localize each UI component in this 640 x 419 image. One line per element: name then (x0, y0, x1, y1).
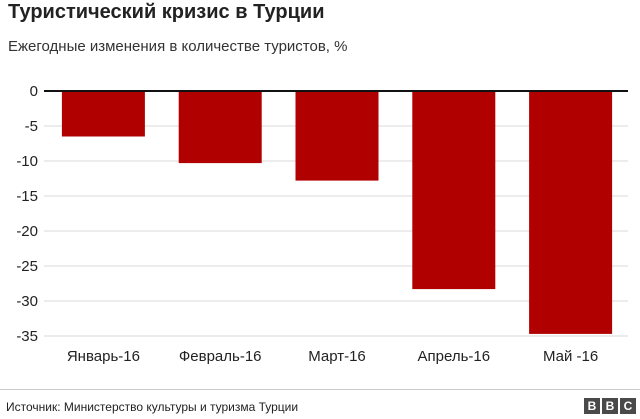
footer-divider (0, 389, 640, 390)
y-axis-ticks: 0 -5 -10 -15 -20 -25 -30 -35 (16, 83, 38, 345)
bbc-logo-letter: C (620, 398, 636, 414)
bar (295, 91, 379, 181)
bar (61, 91, 145, 137)
y-tick-label: 0 (30, 83, 38, 100)
chart-title: Туристический кризис в Турции (8, 1, 325, 23)
y-tick-label: -15 (16, 188, 38, 205)
y-tick-label: -25 (16, 258, 38, 275)
y-tick-label: -10 (16, 153, 38, 170)
bar (529, 91, 613, 334)
y-tick-label: -20 (16, 223, 38, 240)
x-tick-label: Март-16 (308, 348, 366, 365)
bars (61, 91, 613, 334)
x-axis-labels: Январь-16 Февраль-16 Март-16 Апрель-16 Май -… (67, 348, 598, 365)
y-tick-label: -5 (25, 118, 38, 135)
bar (412, 91, 496, 290)
bar (178, 91, 262, 164)
source-note: Источник: Министерство культуры и туризм… (6, 400, 299, 414)
bbc-logo-letter: B (584, 398, 600, 414)
y-tick-label: -35 (16, 328, 38, 345)
bbc-logo: B B C (584, 398, 636, 414)
x-tick-label: Май -16 (543, 348, 598, 365)
x-tick-label: Февраль-16 (179, 348, 262, 365)
x-tick-label: Январь-16 (67, 348, 140, 365)
bbc-logo-letter: B (602, 398, 618, 414)
x-tick-label: Апрель-16 (418, 348, 491, 365)
y-tick-label: -30 (16, 293, 38, 310)
bar-chart: 0 -5 -10 -15 -20 -25 -30 -35 Январь-16 Февраль-1… (16, 83, 628, 365)
chart-subtitle: Ежегодные изменения в количестве туристо… (8, 38, 348, 55)
